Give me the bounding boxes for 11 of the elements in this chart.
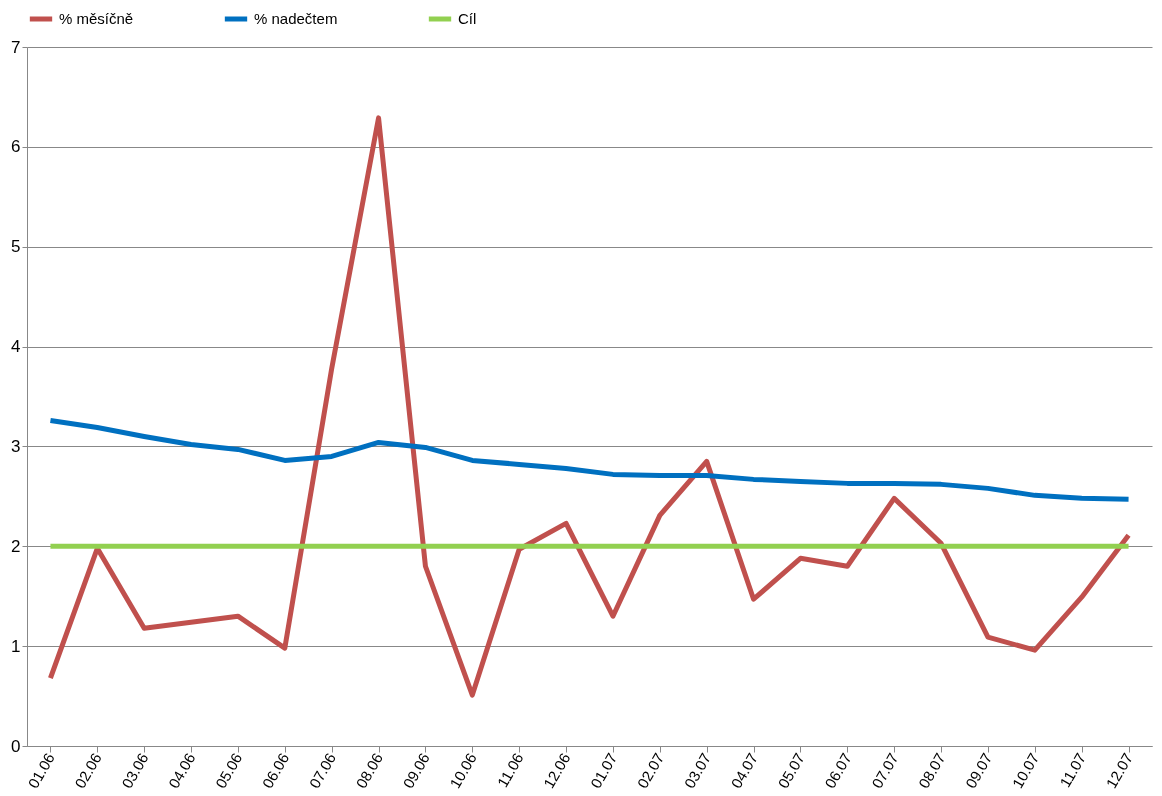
y-tick-label: 5 <box>11 237 21 257</box>
y-tick-label: 1 <box>11 636 21 656</box>
legend-label: Cíl <box>458 10 477 27</box>
y-tick-label: 0 <box>11 736 21 756</box>
legend-label: % nadečtem <box>254 10 338 27</box>
y-tick-label: 7 <box>11 37 21 57</box>
y-tick-label: 3 <box>11 436 21 456</box>
legend-label: % měsíčně <box>59 10 134 27</box>
y-tick-label: 2 <box>11 536 21 556</box>
y-tick-label: 6 <box>11 137 21 157</box>
y-tick-label: 4 <box>11 337 21 357</box>
